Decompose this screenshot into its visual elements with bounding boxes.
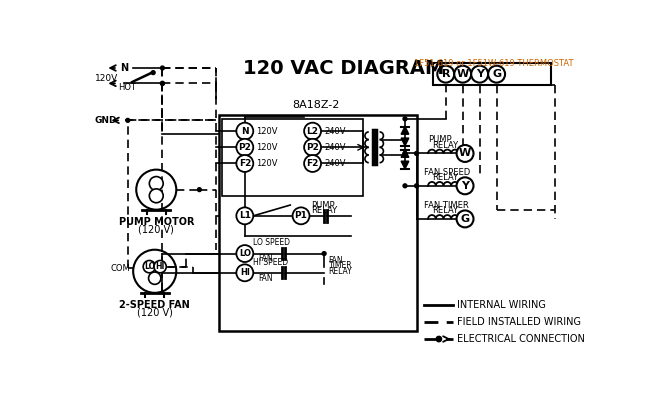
- Circle shape: [322, 252, 326, 256]
- Text: HI SPEED: HI SPEED: [253, 258, 287, 266]
- Text: 1F51-619 or 1F51W-619 THERMOSTAT: 1F51-619 or 1F51W-619 THERMOSTAT: [414, 59, 574, 68]
- Text: G: G: [492, 69, 501, 79]
- Text: 120V: 120V: [94, 73, 118, 83]
- Text: RELAY: RELAY: [432, 141, 458, 150]
- Text: FAN SPEED: FAN SPEED: [424, 168, 470, 176]
- Bar: [433, 63, 551, 85]
- Circle shape: [149, 272, 161, 285]
- Bar: [222, 119, 362, 196]
- Text: HI: HI: [240, 268, 250, 277]
- Polygon shape: [401, 150, 409, 157]
- Circle shape: [456, 177, 474, 194]
- Text: FAN: FAN: [259, 274, 273, 282]
- Circle shape: [403, 152, 407, 155]
- Circle shape: [304, 123, 321, 140]
- Text: P2: P2: [306, 143, 319, 152]
- Circle shape: [403, 184, 407, 188]
- Text: 120 VAC DIAGRAM: 120 VAC DIAGRAM: [243, 59, 444, 78]
- Circle shape: [488, 66, 505, 83]
- Text: TIMER: TIMER: [329, 261, 352, 270]
- Circle shape: [415, 152, 419, 155]
- Text: W: W: [456, 69, 469, 79]
- Circle shape: [161, 81, 164, 85]
- Circle shape: [415, 184, 419, 188]
- Polygon shape: [401, 161, 409, 169]
- Circle shape: [198, 188, 201, 191]
- Text: HOT: HOT: [118, 83, 136, 92]
- Circle shape: [161, 81, 164, 85]
- Circle shape: [149, 176, 163, 190]
- Text: GND: GND: [94, 116, 117, 125]
- Text: 240V: 240V: [324, 159, 346, 168]
- Text: Y: Y: [476, 69, 484, 79]
- Text: RELAY: RELAY: [311, 206, 337, 215]
- Text: 240V: 240V: [324, 143, 346, 152]
- Text: RELAY: RELAY: [432, 173, 458, 182]
- Circle shape: [161, 66, 164, 70]
- Circle shape: [293, 207, 310, 224]
- Circle shape: [237, 245, 253, 262]
- Circle shape: [149, 189, 163, 203]
- Text: N: N: [120, 63, 128, 73]
- Text: FAN TIMER: FAN TIMER: [424, 201, 469, 210]
- Polygon shape: [401, 127, 409, 134]
- Text: RELAY: RELAY: [329, 267, 352, 276]
- Text: L1: L1: [239, 211, 251, 220]
- Text: (120 V): (120 V): [137, 308, 173, 318]
- Text: ELECTRICAL CONNECTION: ELECTRICAL CONNECTION: [456, 334, 584, 344]
- Circle shape: [237, 264, 253, 281]
- Bar: [218, 115, 417, 331]
- Circle shape: [456, 145, 474, 162]
- Circle shape: [456, 210, 474, 228]
- Text: 120V: 120V: [257, 143, 278, 152]
- Text: (120 V): (120 V): [138, 225, 174, 235]
- Text: P2: P2: [239, 143, 251, 152]
- Text: N: N: [241, 127, 249, 136]
- Text: LO: LO: [144, 262, 155, 271]
- Text: LO: LO: [239, 249, 251, 258]
- Text: 120V: 120V: [257, 159, 278, 168]
- Text: HI: HI: [155, 262, 165, 271]
- Text: LO SPEED: LO SPEED: [253, 238, 289, 247]
- Circle shape: [438, 66, 454, 83]
- Text: L2: L2: [307, 127, 318, 136]
- Text: W: W: [459, 148, 471, 158]
- Text: RELAY: RELAY: [432, 206, 458, 215]
- Text: 240V: 240V: [324, 127, 346, 136]
- Text: Y: Y: [461, 181, 469, 191]
- Circle shape: [237, 207, 253, 224]
- Circle shape: [151, 71, 155, 75]
- Polygon shape: [401, 138, 409, 146]
- Circle shape: [237, 155, 253, 172]
- Circle shape: [237, 123, 253, 140]
- Text: PUMP: PUMP: [428, 135, 452, 144]
- Text: 8A18Z-2: 8A18Z-2: [293, 100, 340, 110]
- Text: F2: F2: [306, 159, 319, 168]
- Text: PUMP MOTOR: PUMP MOTOR: [119, 217, 194, 227]
- Text: P1: P1: [295, 211, 308, 220]
- Circle shape: [454, 66, 471, 83]
- Circle shape: [304, 155, 321, 172]
- Circle shape: [436, 336, 442, 342]
- Text: 120V: 120V: [257, 127, 278, 136]
- Circle shape: [126, 119, 130, 122]
- Circle shape: [154, 261, 166, 273]
- Circle shape: [403, 117, 407, 121]
- Text: G: G: [460, 214, 470, 224]
- Text: INTERNAL WIRING: INTERNAL WIRING: [456, 300, 545, 310]
- Circle shape: [237, 139, 253, 156]
- Text: COM: COM: [111, 264, 130, 273]
- Text: F2: F2: [239, 159, 251, 168]
- Text: 2-SPEED FAN: 2-SPEED FAN: [119, 300, 190, 310]
- Text: FAN: FAN: [259, 254, 273, 263]
- Text: FAN: FAN: [329, 256, 343, 265]
- Circle shape: [143, 261, 155, 273]
- Circle shape: [304, 139, 321, 156]
- Text: R: R: [442, 69, 450, 79]
- Text: FIELD INSTALLED WIRING: FIELD INSTALLED WIRING: [456, 317, 581, 327]
- Text: PUMP: PUMP: [311, 201, 334, 210]
- Circle shape: [471, 66, 488, 83]
